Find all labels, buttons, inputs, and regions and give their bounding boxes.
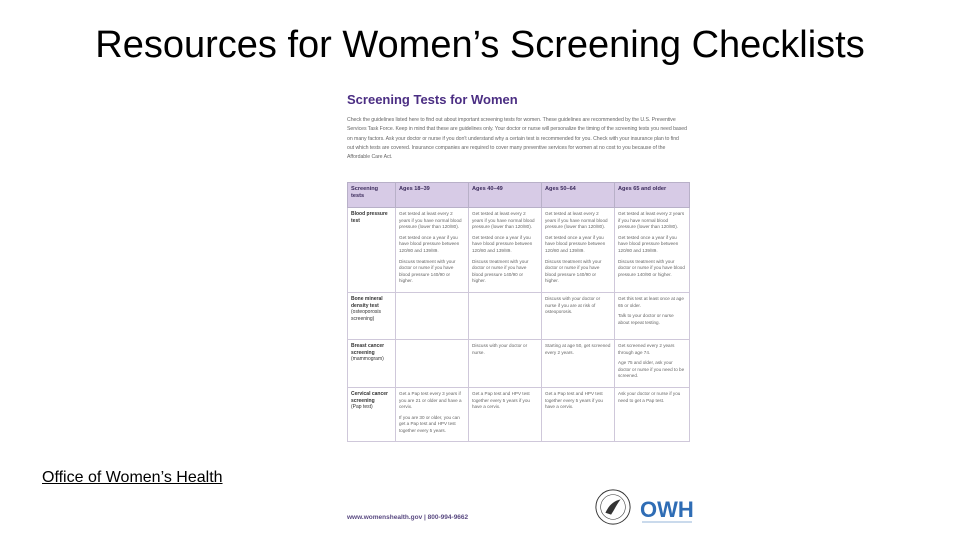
table-cell: Get a Pap test and HPV test together eve… <box>541 386 615 443</box>
owh-link[interactable]: Office of Women’s Health <box>42 469 223 486</box>
cell-text: Get screened every 2 years through age 7… <box>618 342 675 355</box>
table-cell: Get tested at least every 2 years if you… <box>468 207 542 293</box>
slide-title: Resources for Women’s Screening Checklis… <box>95 24 865 66</box>
cell-text: Get this test at least once at age 65 or… <box>618 295 684 308</box>
cell-text: Get tested at least every 2 years if you… <box>399 211 462 230</box>
test-subtitle: (Pap test) <box>351 404 373 411</box>
owh-logo-icon: OWH <box>640 497 694 523</box>
row-header: Bone mineral density test (osteoporosis s… <box>347 291 396 340</box>
cell-text: Get a Pap test every 3 years if you are … <box>399 390 462 410</box>
column-header: Screening tests <box>347 182 396 208</box>
screening-table: Screening tests Ages 18–39 Ages 40–49 Ag… <box>347 182 690 443</box>
footer-url: www.womenshealth.gov | 800-994-9662 <box>347 514 469 521</box>
table-cell: Discuss with your doctor or nurse. <box>468 338 542 388</box>
table-cell: Get a Pap test every 3 years if you are … <box>395 386 469 443</box>
table-row: Cervical cancer screening (Pap test) Get a… <box>347 386 690 443</box>
cell-text: Get tested at least every 2 years if you… <box>545 211 608 230</box>
test-subtitle: (mammogram) <box>351 356 384 363</box>
table-row: Bone mineral density test (osteoporosis s… <box>347 291 690 340</box>
test-name: Breast cancer screening <box>351 342 385 356</box>
column-header: Ages 65 and older <box>614 182 690 208</box>
table-cell: Get a Pap test and HPV test together eve… <box>468 386 542 443</box>
hhs-seal-icon <box>595 489 631 525</box>
cell-text: Get tested once a year if you have blood… <box>472 234 533 253</box>
cell-text: Discuss with your doctor or nurse. <box>472 342 528 355</box>
owh-logo-text: OWH <box>640 497 694 522</box>
cell-text: Discuss treatment with your doctor or nu… <box>545 258 602 284</box>
row-header: Cervical cancer screening (Pap test) <box>347 386 396 443</box>
cell-text: Get a Pap test and HPV test together eve… <box>472 390 530 410</box>
table-row: Breast cancer screening (mammogram) Discus… <box>347 338 690 388</box>
table-cell <box>468 291 542 340</box>
table-cell: Starting at age 50, get screened every 2… <box>541 338 615 388</box>
document-intro: Check the guidelines listed here to find… <box>347 117 687 161</box>
cell-text: Get tested at least every 2 years if you… <box>618 211 685 230</box>
cell-text: Get tested once a year if you have blood… <box>545 234 606 253</box>
test-subtitle: (osteoporosis screening) <box>351 309 382 322</box>
table-cell: Get screened every 2 years through age 7… <box>614 338 690 388</box>
cell-text: Age 75 and older, ask your doctor or nur… <box>618 360 685 379</box>
cell-text: Get tested once a year if you have blood… <box>618 234 679 253</box>
cell-text: Starting at age 50, get screened every 2… <box>545 342 611 355</box>
cell-text: Talk to your doctor or nurse about repea… <box>618 313 674 325</box>
table-header-row: Screening tests Ages 18–39 Ages 40–49 Ag… <box>347 182 690 208</box>
test-name: Blood pressure test <box>351 211 388 224</box>
table-row: Blood pressure test Get tested at least e… <box>347 207 690 293</box>
cell-text: Discuss with your doctor or nurse if you… <box>545 295 601 315</box>
table-cell: Get tested at least every 2 years if you… <box>614 207 690 293</box>
test-name: Bone mineral density test <box>351 295 383 309</box>
row-header: Breast cancer screening (mammogram) <box>347 338 396 388</box>
table-cell: Get this test at least once at age 65 or… <box>614 291 690 340</box>
column-header: Ages 40–49 <box>468 182 542 208</box>
column-header: Ages 18–39 <box>395 182 469 208</box>
table-cell: Get tested at least every 2 years if you… <box>395 207 469 293</box>
test-name: Cervical cancer screening <box>351 390 388 404</box>
cell-text: Discuss treatment with your doctor or nu… <box>618 258 685 277</box>
cell-text: Ask your doctor or nurse if you need to … <box>618 390 681 403</box>
table-cell: Get tested at least every 2 years if you… <box>541 207 615 293</box>
cell-text: Get a Pap test and HPV test together eve… <box>545 390 603 410</box>
table-cell: Discuss with your doctor or nurse if you… <box>541 291 615 340</box>
cell-text: Discuss treatment with your doctor or nu… <box>472 258 529 284</box>
table-cell <box>395 338 469 388</box>
table-cell: Ask your doctor or nurse if you need to … <box>614 386 690 443</box>
cell-text: Get tested once a year if you have blood… <box>399 234 460 253</box>
cell-text: Discuss treatment with your doctor or nu… <box>399 258 456 284</box>
column-header: Ages 50–64 <box>541 182 615 208</box>
cell-text: If you are 30 or older, you can get a Pa… <box>399 414 460 433</box>
document-title: Screening Tests for Women <box>347 92 518 107</box>
screening-document: Screening Tests for Women Check the guid… <box>340 86 695 532</box>
cell-text: Get tested at least every 2 years if you… <box>472 211 535 230</box>
row-header: Blood pressure test <box>347 207 396 293</box>
table-cell <box>395 291 469 340</box>
